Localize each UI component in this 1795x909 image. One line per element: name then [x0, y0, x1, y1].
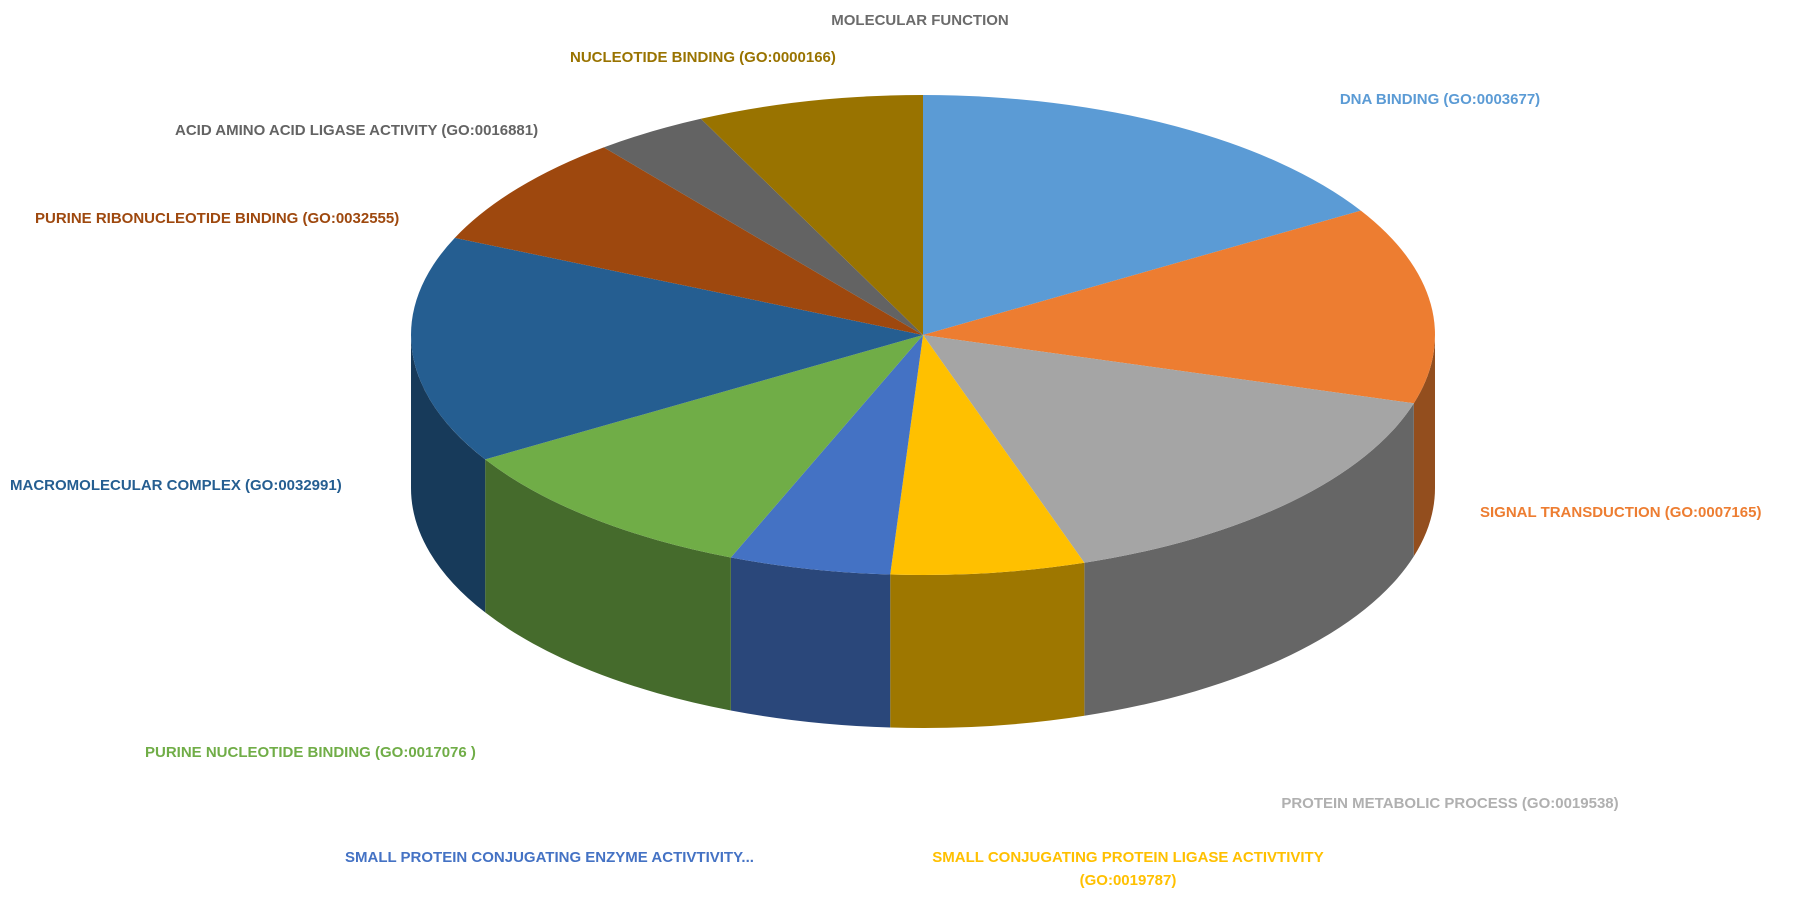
pie-slice-9	[603, 118, 923, 335]
chart-title: MOLECULAR FUNCTION	[831, 12, 1008, 29]
pie-labels: DNA BINDING (GO:0003677) SIGNAL TRANSDUCT…	[10, 49, 1761, 889]
pie-slice-10	[700, 95, 923, 335]
pie-label-5: SMALL PROTEIN CONJUGATING ENZYME ACTIVTI…	[345, 849, 754, 866]
pie-slice-7	[411, 237, 923, 460]
pie-slice-1	[923, 95, 1361, 335]
pie-label-8: PURINE RIBONUCLEOTIDE BINDING (GO:003255…	[35, 210, 399, 227]
pie-side-4	[890, 562, 1085, 728]
pie-label-7: MACROMOLECULAR COMPLEX (GO:0032991)	[10, 477, 342, 494]
pie-label-1: DNA BINDING (GO:0003677)	[1340, 91, 1540, 108]
pie-side-7	[411, 335, 486, 613]
pie-side-5	[730, 557, 891, 728]
pie-label-2: SIGNAL TRANSDUCTION (GO:0007165)	[1480, 504, 1761, 521]
pie-label-4-line2: (GO:0019787)	[1080, 872, 1177, 889]
pie-label-3: PROTEIN METABOLIC PROCESS (GO:0019538)	[1281, 795, 1618, 812]
pie-slice-3	[923, 335, 1414, 563]
pie-label-9: ACID AMINO ACID LIGASE ACTIVITY (GO:0016…	[175, 122, 538, 139]
pie-label-4: SMALL CONJUGATING PROTEIN LIGASE ACTIVTI…	[932, 849, 1323, 866]
pie-slice-5	[730, 335, 923, 575]
pie-side-2	[1413, 335, 1435, 557]
pie-slice-2	[923, 210, 1435, 404]
pie-top-slices	[411, 95, 1435, 575]
pie-label-10: NUCLEOTIDE BINDING (GO:0000166)	[570, 49, 836, 66]
pie-side-3	[1084, 403, 1414, 716]
pie-slice-8	[454, 147, 923, 335]
pie-label-6: PURINE NUCLEOTIDE BINDING (GO:0017076 )	[145, 744, 476, 761]
pie-slice-6	[485, 335, 923, 558]
pie-side-walls	[411, 335, 1435, 728]
pie-slice-4	[890, 335, 1085, 575]
pie-side-6	[485, 459, 731, 711]
